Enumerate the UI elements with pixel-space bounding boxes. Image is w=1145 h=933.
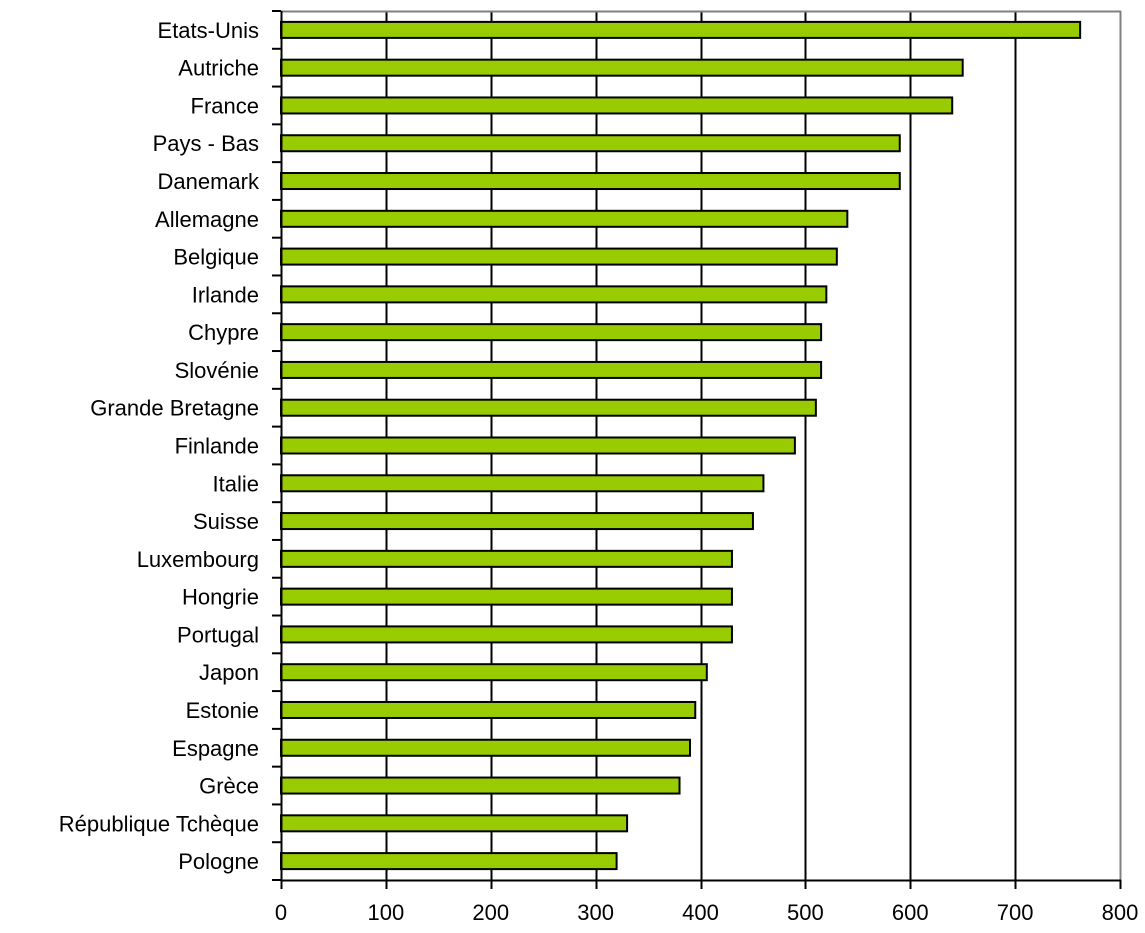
category-label: Finlande: [175, 434, 259, 459]
category-label: Allemagne: [155, 207, 259, 232]
category-label: Grèce: [199, 774, 259, 799]
bar: [280, 700, 697, 719]
bar: [280, 58, 964, 77]
x-tick-label: 500: [787, 900, 824, 925]
category-label: Hongrie: [182, 585, 259, 610]
bar: [280, 172, 901, 191]
bar: [280, 323, 823, 342]
bar: [280, 814, 629, 833]
bar: [280, 738, 692, 757]
axes: [272, 10, 1122, 889]
x-tick-label: 700: [997, 900, 1034, 925]
category-label: Luxembourg: [137, 547, 259, 572]
x-tick-label: 800: [1102, 900, 1139, 925]
x-tick-label: 200: [472, 900, 509, 925]
category-label: Portugal: [177, 622, 259, 647]
category-labels: Etats-Unis Autriche France Pays - Bas Danema…: [59, 18, 260, 874]
x-tick-labels: 0 100 200 300 400 500 600 700 800: [275, 900, 1138, 925]
bar: [280, 549, 733, 568]
x-tick-label: 400: [682, 900, 719, 925]
bar: [280, 209, 849, 228]
category-label: Italie: [213, 471, 259, 496]
category-label: Suisse: [193, 509, 259, 534]
x-tick-label: 100: [368, 900, 405, 925]
category-label: Slovénie: [175, 358, 259, 383]
bar: [280, 436, 796, 455]
bar: [280, 96, 954, 115]
category-label: Pologne: [178, 849, 259, 874]
x-tick-label: 300: [577, 900, 614, 925]
category-label: Estonie: [186, 698, 259, 723]
bar: [280, 474, 765, 493]
bar: [280, 398, 817, 417]
category-label: Belgique: [173, 245, 259, 270]
bar: [280, 852, 618, 871]
bar: [280, 360, 823, 379]
x-tick-label: 0: [275, 900, 287, 925]
bar: [280, 776, 681, 795]
category-label: Pays - Bas: [153, 131, 259, 156]
category-label: Autriche: [178, 56, 259, 81]
category-label: République Tchèque: [59, 811, 259, 836]
bars: [280, 20, 1082, 871]
category-label: Etats-Unis: [158, 18, 259, 43]
category-label: Irlande: [192, 282, 259, 307]
category-label: Chypre: [188, 320, 259, 345]
category-label: Espagne: [172, 736, 259, 761]
bar: [280, 663, 708, 682]
category-label: France: [191, 93, 259, 118]
bar: [280, 285, 828, 304]
bar: [280, 587, 733, 606]
x-tick-label: 600: [892, 900, 929, 925]
bar: [280, 20, 1082, 39]
bar: [280, 512, 754, 531]
category-label: Danemark: [158, 169, 260, 194]
category-label: Japon: [199, 660, 259, 685]
category-label: Grande Bretagne: [90, 396, 259, 421]
bar: [280, 247, 838, 266]
bar: [280, 625, 733, 644]
bar: [280, 134, 901, 153]
